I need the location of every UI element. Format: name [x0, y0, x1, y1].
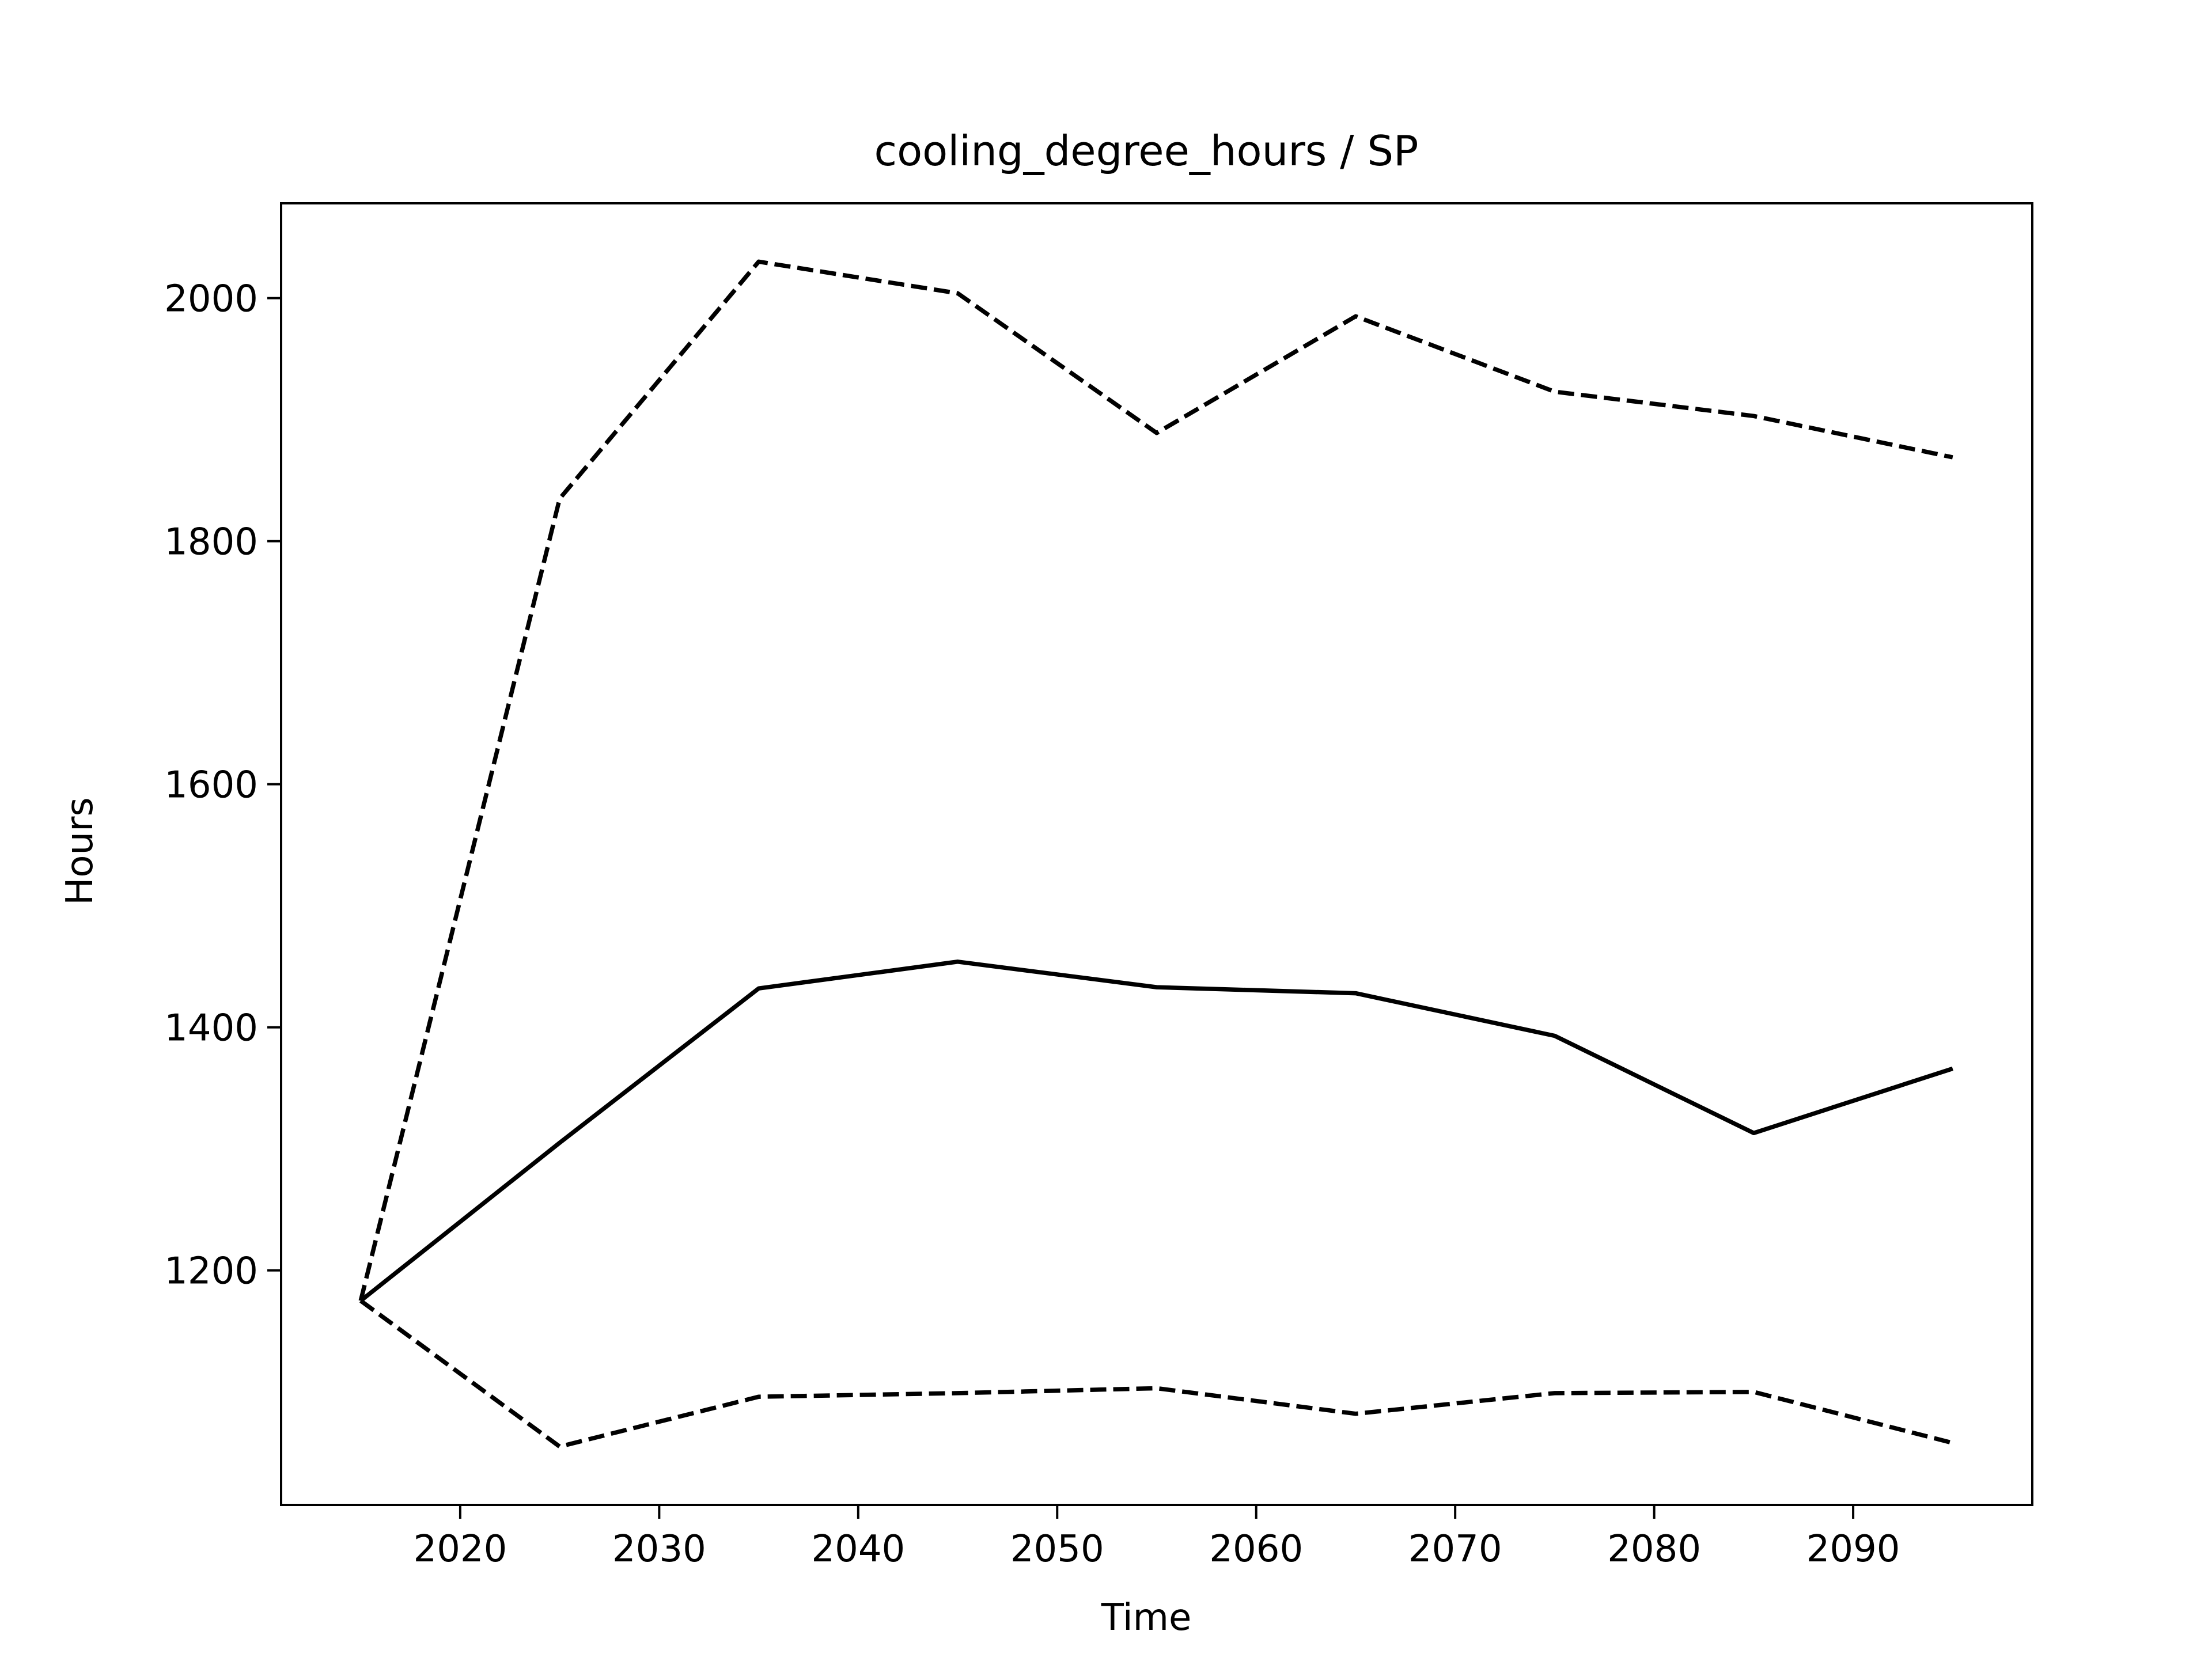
x-tick-label-2050: 2050 [1010, 1528, 1104, 1571]
series-line-0 [359, 960, 1953, 1303]
chart-title: cooling_degree_hours / SP [874, 127, 1419, 175]
x-tick-label-2040: 2040 [811, 1528, 905, 1571]
x-tick-label-2020: 2020 [413, 1528, 507, 1571]
y-tick-label-2000: 2000 [164, 278, 258, 321]
series-line-2 [359, 1299, 1953, 1449]
x-tick-label-2070: 2070 [1408, 1528, 1502, 1571]
y-axis-label: Hours [59, 797, 101, 905]
x-tick-label-2060: 2060 [1209, 1528, 1303, 1571]
plot-frame [280, 202, 2033, 1506]
y-tick-label-1200: 1200 [164, 1250, 258, 1293]
x-axis-label: Time [1101, 1596, 1192, 1639]
x-tick-label-2030: 2030 [612, 1528, 706, 1571]
x-tick-label-2080: 2080 [1607, 1528, 1701, 1571]
y-tick-label-1400: 1400 [164, 1007, 258, 1050]
y-tick-label-1800: 1800 [164, 521, 258, 564]
series-line-1 [358, 259, 1953, 1302]
x-tick-label-2090: 2090 [1806, 1528, 1900, 1571]
y-tick-label-1600: 1600 [164, 764, 258, 807]
plot-area: 2020 2030 2040 2050 2060 2070 2080 2090 1200 1400… [164, 202, 2033, 1571]
